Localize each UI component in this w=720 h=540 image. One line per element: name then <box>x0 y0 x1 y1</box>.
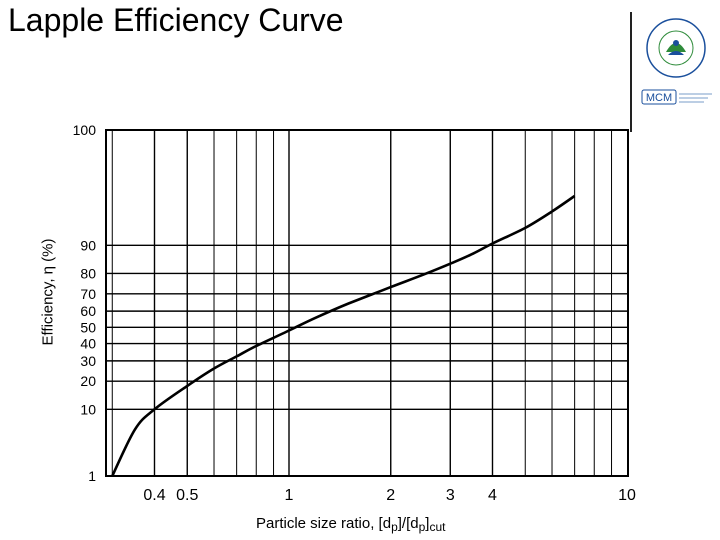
x-tick-label: 0.4 <box>143 487 165 504</box>
y-tick-label: 60 <box>80 303 96 319</box>
y-tick-label: 30 <box>80 353 96 369</box>
x-tick-label: 0.5 <box>176 487 198 504</box>
y-tick-label: 100 <box>73 122 97 138</box>
y-tick-label: 90 <box>80 237 96 253</box>
y-gridlines <box>106 244 628 411</box>
x-tick-labels: 0.4 0.5 1 2 3 4 10 <box>143 487 636 504</box>
y-tick-label: 10 <box>80 401 96 417</box>
efficiency-curve <box>111 194 576 477</box>
secondary-logo-text: MCM <box>646 92 672 104</box>
x-tick-label: 1 <box>285 487 294 504</box>
x-tick-label: 3 <box>446 487 455 504</box>
plot-frame <box>105 129 629 477</box>
y-axis-label: Efficiency, η (%) <box>39 238 57 346</box>
x-major-gridlines <box>153 130 494 476</box>
y-tick-label: 70 <box>80 286 96 302</box>
x-minor-gridlines <box>111 130 613 476</box>
x-axis-label: Particle size ratio, [dp]/[dp]cut <box>256 515 446 534</box>
y-tick-label: 80 <box>80 265 96 281</box>
x-tick-label: 2 <box>386 487 395 504</box>
x-tick-label: 4 <box>488 487 497 504</box>
y-tick-label: 50 <box>80 319 96 335</box>
logo-divider <box>630 12 632 132</box>
y-tick-label: 40 <box>80 336 96 352</box>
epa-seal-logo: MCM <box>641 18 712 105</box>
x-tick-label: 10 <box>618 487 636 504</box>
y-tick-label: 20 <box>80 373 96 389</box>
slide-title: Lapple Efficiency Curve <box>8 2 344 38</box>
logo-area: MCM <box>634 14 718 114</box>
y-tick-label: 1 <box>88 468 96 484</box>
